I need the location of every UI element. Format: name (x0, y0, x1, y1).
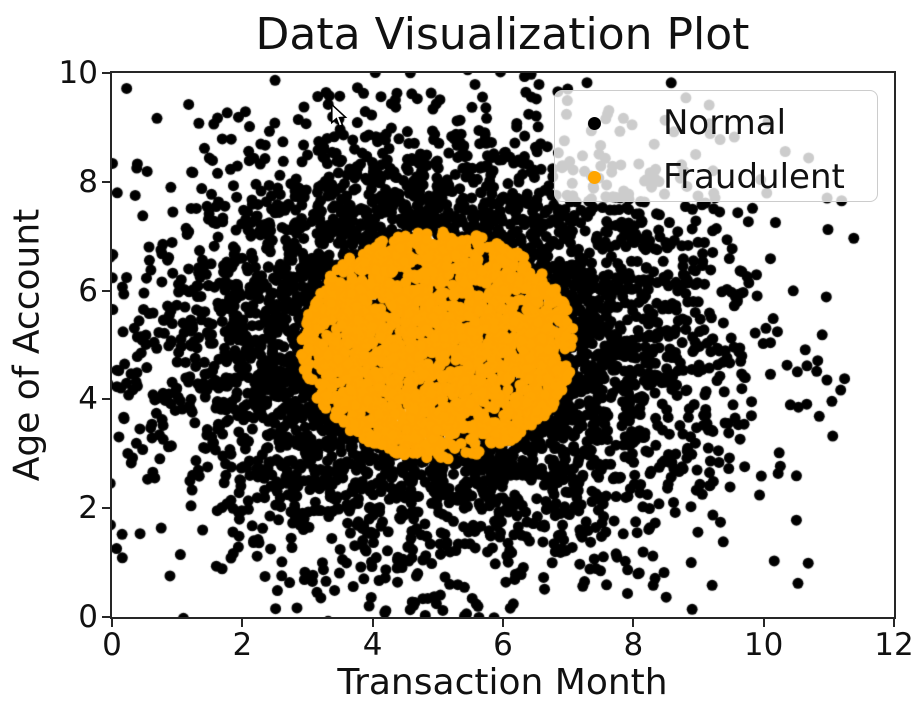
y-tick-mark (102, 507, 110, 510)
x-tick-mark (632, 619, 635, 627)
legend-item-fraudulent: Fraudulent (555, 150, 877, 204)
y-tick-mark (102, 180, 110, 183)
x-tick-label: 6 (493, 627, 513, 663)
x-tick-mark (502, 619, 504, 627)
x-tick-mark (762, 619, 765, 627)
y-tick-label: 4 (78, 381, 98, 418)
legend-label-normal: Normal (663, 103, 787, 143)
chart-title: Data Visualization Plot (255, 9, 750, 60)
x-axis-label: Transaction Month (337, 662, 668, 703)
legend-item-normal: Normal (555, 96, 877, 150)
x-tick-label: 12 (874, 627, 914, 663)
x-tick-label: 0 (102, 627, 122, 663)
x-tick-mark (241, 619, 244, 627)
x-tick-mark (111, 619, 113, 627)
y-tick-label: 0 (78, 599, 98, 635)
y-tick-mark (102, 72, 110, 74)
x-tick-label: 4 (362, 627, 383, 663)
x-tick-label: 8 (623, 627, 644, 663)
legend-label-fraudulent: Fraudulent (663, 157, 845, 197)
y-tick-mark (102, 289, 110, 292)
y-axis-label: Age of Account (6, 208, 48, 482)
x-tick-label: 2 (232, 627, 253, 663)
y-tick-mark (102, 616, 110, 618)
x-tick-label: 10 (743, 627, 784, 663)
mouse-cursor-icon (331, 104, 348, 128)
y-tick-label: 6 (78, 272, 98, 309)
y-tick-label: 10 (58, 55, 98, 91)
fraudulent-marker-icon (588, 170, 601, 184)
x-tick-mark (893, 619, 895, 627)
legend: Normal Fraudulent (554, 90, 878, 202)
y-tick-mark (102, 398, 110, 401)
x-tick-mark (371, 619, 374, 627)
y-tick-label: 2 (78, 490, 98, 527)
y-tick-label: 8 (78, 163, 98, 200)
normal-marker-icon (588, 116, 601, 130)
